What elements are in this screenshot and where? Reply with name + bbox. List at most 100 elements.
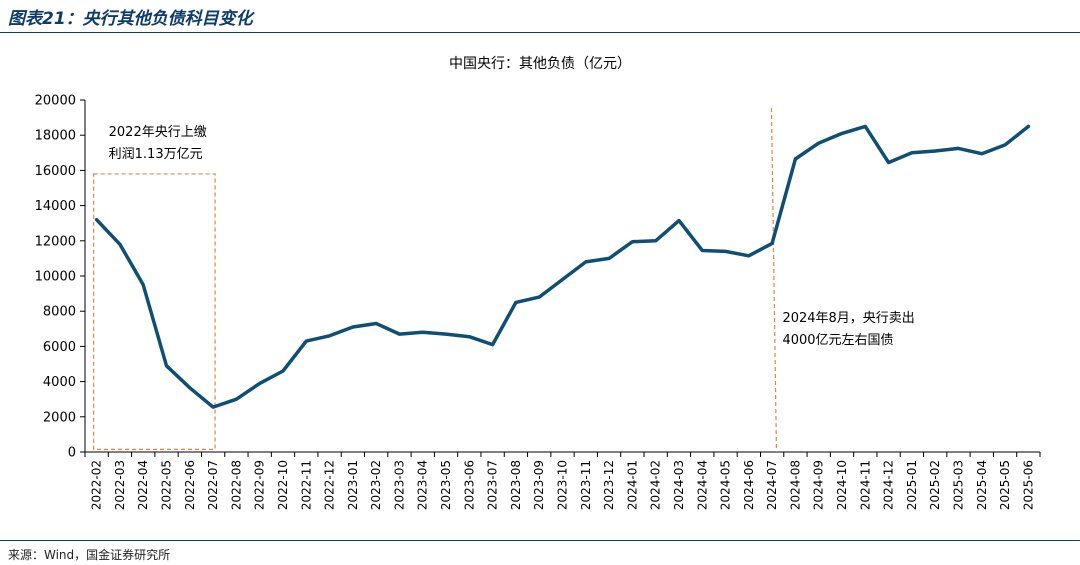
annotation-text: 利润1.13万亿元 — [109, 147, 203, 162]
x-tick-label: 2022-06 — [183, 460, 197, 510]
x-tick-label: 2023-11 — [579, 460, 593, 510]
y-tick-label: 4000 — [43, 375, 76, 390]
annotation-text: 4000亿元左右国债 — [782, 333, 893, 348]
x-tick-label: 2022-05 — [160, 460, 174, 510]
x-tick-label: 2023-02 — [369, 460, 383, 510]
x-tick-label: 2022-09 — [253, 460, 267, 510]
x-tick-label: 2023-09 — [532, 460, 546, 510]
x-tick-label: 2022-11 — [299, 460, 313, 510]
x-tick-label: 2024-01 — [625, 460, 639, 510]
x-tick-label: 2022-10 — [276, 460, 290, 510]
data-point — [211, 405, 215, 409]
data-point — [491, 343, 494, 346]
data-point — [840, 132, 844, 135]
data-point — [398, 332, 401, 336]
y-tick-label: 20000 — [35, 94, 76, 109]
x-tick-label: 2025-03 — [951, 460, 965, 510]
data-point — [864, 125, 867, 128]
x-tick-label: 2024-02 — [649, 460, 663, 510]
x-tick-label: 2022-12 — [323, 460, 337, 510]
data-point — [933, 149, 937, 153]
x-tick-label: 2023-06 — [462, 460, 476, 510]
data-point — [607, 257, 611, 260]
data-point — [468, 335, 471, 338]
x-tick-label: 2025-02 — [928, 460, 942, 510]
x-tick-label: 2024-11 — [858, 460, 872, 510]
x-tick-label: 2022-03 — [113, 460, 127, 510]
x-tick-label: 2023-03 — [392, 460, 406, 510]
data-point — [1027, 125, 1030, 128]
data-point — [654, 239, 657, 242]
chart-title: 中国央行：其他负债（亿元） — [449, 56, 631, 72]
data-point — [421, 331, 424, 334]
y-tick-label: 0 — [68, 446, 76, 461]
y-tick-label: 8000 — [43, 305, 76, 320]
x-tick-label: 2025-05 — [998, 460, 1012, 510]
data-point — [235, 398, 238, 401]
data-point — [957, 147, 960, 150]
y-tick-label: 2000 — [43, 410, 76, 425]
figure-title: 图表21：央行其他负债科目变化 — [8, 9, 253, 29]
annotation-text: 2022年央行上缴 — [109, 125, 207, 140]
data-point — [817, 141, 820, 145]
data-point — [305, 339, 308, 343]
data-point — [980, 152, 983, 155]
data-point — [724, 250, 727, 253]
data-point — [770, 242, 774, 245]
data-point — [794, 157, 797, 161]
data-point — [328, 334, 331, 338]
annotation-box — [93, 173, 216, 450]
data-point — [258, 382, 261, 385]
x-tick-label: 2022-02 — [90, 460, 104, 510]
x-tick-label: 2022-07 — [206, 460, 220, 510]
x-tick-label: 2023-04 — [416, 460, 430, 510]
data-point — [910, 151, 914, 154]
y-tick-label: 14000 — [35, 199, 76, 214]
figure-header: 图表21：央行其他负债科目变化 — [0, 0, 1080, 34]
x-tick-label: 2025-04 — [975, 460, 989, 510]
data-point — [95, 218, 98, 221]
data-point — [887, 161, 890, 164]
figure-source: 来源：Wind，国金证券研究所 — [8, 548, 171, 562]
x-tick-label: 2024-04 — [695, 460, 709, 510]
x-tick-label: 2024-06 — [742, 460, 756, 510]
x-tick-label: 2024-08 — [788, 460, 802, 510]
x-tick-label: 2023-07 — [486, 460, 500, 510]
x-axis: 2022-02 2022-03 2022-04 2022-05 2022-06 2022-… — [84, 451, 1041, 510]
y-tick-label: 6000 — [43, 340, 76, 355]
x-tick-label: 2025-01 — [905, 460, 919, 510]
header-rule — [0, 32, 1080, 33]
annotation-text: 2024年8月，央行卖出 — [782, 311, 914, 326]
data-point — [701, 249, 704, 252]
x-tick-label: 2023-10 — [556, 460, 570, 510]
x-tick-label: 2024-07 — [765, 460, 779, 510]
data-point — [374, 322, 378, 325]
x-tick-label: 2023-01 — [346, 460, 360, 510]
series-line — [94, 124, 1031, 409]
data-point — [514, 301, 518, 304]
footer-rule — [0, 540, 1080, 541]
data-point — [165, 364, 168, 367]
x-tick-label: 2022-08 — [229, 460, 243, 510]
annotation-marker-line — [770, 107, 778, 453]
y-tick-label: 16000 — [35, 164, 76, 179]
data-point — [677, 219, 681, 222]
x-tick-label: 2024-09 — [812, 460, 826, 510]
x-tick-label: 2024-10 — [835, 460, 849, 510]
series-group — [94, 124, 1031, 409]
x-tick-label: 2022-04 — [136, 460, 150, 510]
x-tick-label: 2024-05 — [719, 460, 733, 510]
x-tick-label: 2023-08 — [509, 460, 523, 510]
data-point — [584, 260, 587, 264]
data-point — [281, 369, 285, 373]
x-tick-label: 2025-06 — [1021, 460, 1035, 510]
data-point — [747, 254, 751, 257]
x-tick-label: 2024-03 — [672, 460, 686, 510]
data-point — [118, 243, 122, 246]
data-point — [1003, 143, 1007, 147]
y-tick-label: 12000 — [35, 234, 76, 249]
data-point — [444, 332, 448, 336]
data-point — [561, 278, 564, 281]
data-point — [631, 240, 634, 243]
